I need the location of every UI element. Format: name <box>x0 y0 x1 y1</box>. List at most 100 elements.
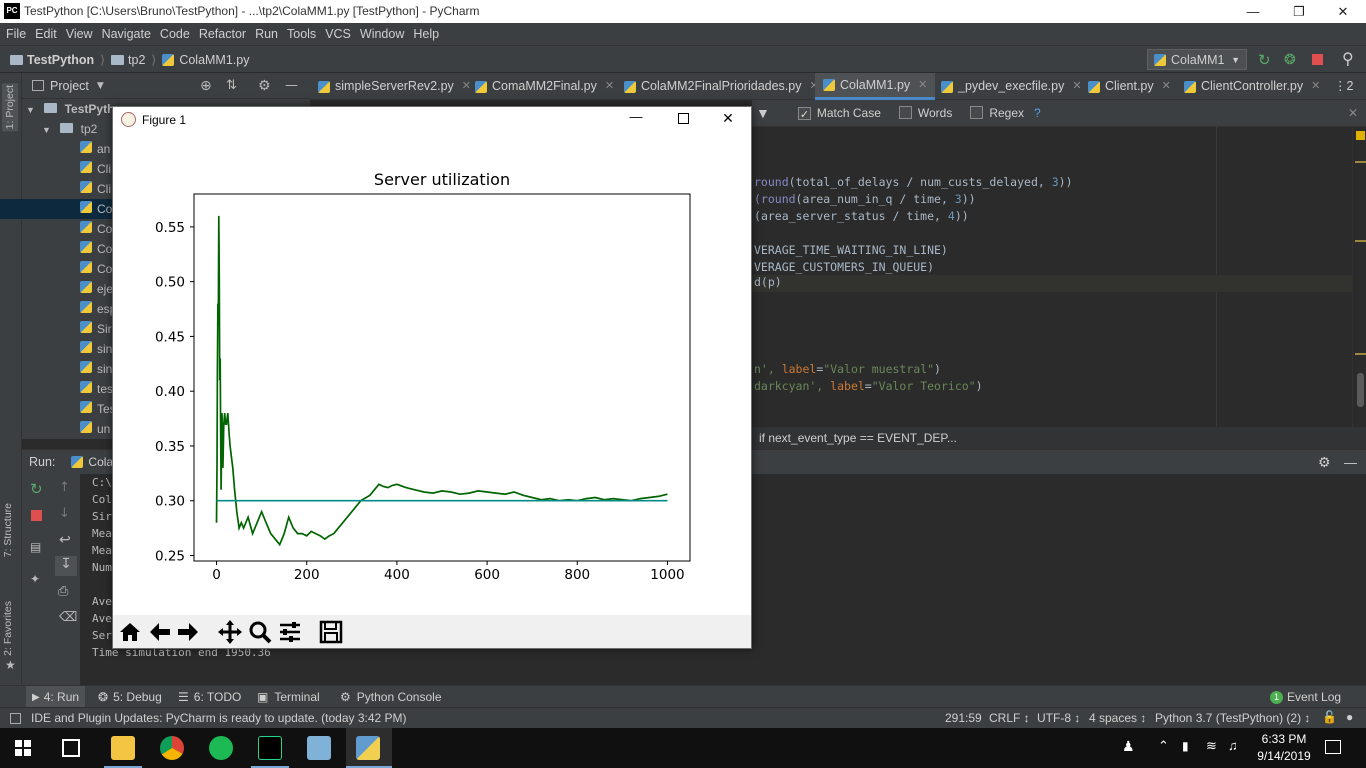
menu-run[interactable]: Run <box>255 27 278 41</box>
menu-file[interactable]: File <box>6 27 27 41</box>
tab-ComaMM2Final[interactable]: ComaMM2Final.py ✕ <box>467 73 622 100</box>
menu-window[interactable]: Window <box>359 27 405 41</box>
figure-close-button[interactable]: ✕ <box>722 110 734 126</box>
editor-marker-stripe[interactable] <box>1352 127 1366 427</box>
clock-time[interactable]: 6:33 PM <box>1261 732 1307 746</box>
menu-help[interactable]: Help <box>413 27 440 41</box>
soft-wrap-icon[interactable]: ↩ <box>59 532 71 548</box>
lock-icon[interactable]: 🔓 <box>1322 710 1337 724</box>
panel-toggle-icon[interactable] <box>10 712 21 724</box>
match-case-checkbox[interactable] <box>797 107 811 120</box>
scroll-to-end-icon[interactable]: ↧ <box>55 556 77 576</box>
regex-help-link[interactable]: ? <box>1034 106 1041 120</box>
menu-vcs[interactable]: VCS <box>325 27 351 41</box>
hide-panel-icon[interactable]: — <box>285 78 298 93</box>
tree-file-item[interactable]: eje <box>80 279 113 299</box>
tab-ClientController[interactable]: ClientController.py ✕ <box>1176 73 1328 100</box>
tab-simpleServerRev2[interactable]: simpleServerRev2.py ✕ <box>310 73 479 100</box>
chevron-down-icon[interactable]: ▼ <box>96 80 104 91</box>
python-figure-taskbar-icon[interactable] <box>356 736 380 760</box>
tab-debug[interactable]: ❂ 5: Debug <box>98 686 162 708</box>
menu-refactor[interactable]: Refactor <box>198 27 247 41</box>
figure-minimize-button[interactable]: — <box>629 109 643 124</box>
save-icon[interactable] <box>318 619 344 645</box>
search-icon[interactable]: ⚲ <box>1342 51 1354 68</box>
interpreter-setting[interactable]: Python 3.7 (TestPython) (2) ↕ <box>1155 711 1311 725</box>
menu-tools[interactable]: Tools <box>287 27 317 41</box>
status-message[interactable]: IDE and Plugin Updates: PyCharm is ready… <box>31 711 407 725</box>
inspector-icon[interactable]: ● <box>1346 710 1354 724</box>
close-tab-icon[interactable]: ✕ <box>604 80 615 92</box>
tree-file-item[interactable]: Co <box>80 219 112 239</box>
menu-code[interactable]: Code <box>159 27 190 41</box>
configure-icon[interactable] <box>277 619 303 645</box>
figure-canvas[interactable]: Server utilization 0 200 400 600 800 1000 0.25 0… <box>113 133 751 615</box>
run-config-tab[interactable]: Cola <box>88 455 114 469</box>
tree-file-item[interactable]: un <box>80 419 110 439</box>
tree-file-item[interactable]: Cli <box>80 159 111 179</box>
clock-date[interactable]: 9/14/2019 <box>1257 749 1311 763</box>
people-icon[interactable]: ♟ <box>1122 738 1135 754</box>
structure-tool-tab[interactable]: 7: Structure <box>2 503 14 558</box>
tab-terminal[interactable]: ▣ Terminal <box>257 686 320 708</box>
minimize-button[interactable]: — <box>1246 4 1260 19</box>
tab-ColaMM2FinalPrioridades[interactable]: ColaMM2FinalPrioridades.py ✕ <box>616 73 827 100</box>
pan-icon[interactable] <box>217 619 243 645</box>
project-view-label[interactable]: Project <box>50 78 89 93</box>
arrow-up-icon[interactable]: ↑ <box>59 480 70 495</box>
app-icon[interactable] <box>307 736 331 760</box>
breadcrumb-project[interactable]: TestPython <box>27 52 95 67</box>
close-window-button[interactable]: ✕ <box>1337 4 1349 19</box>
battery-icon[interactable]: ▮ <box>1182 739 1189 753</box>
close-find-icon[interactable]: ✕ <box>1348 106 1359 120</box>
chrome-icon[interactable] <box>160 736 184 760</box>
arrow-down-icon[interactable]: ↓ <box>59 506 70 521</box>
tabs-overflow-button[interactable]: ⋮2 <box>1334 79 1354 93</box>
back-icon[interactable] <box>147 619 173 645</box>
hide-panel-icon[interactable]: — <box>1344 454 1357 470</box>
gear-icon[interactable]: ⚙ <box>1318 453 1331 470</box>
notifications-icon[interactable] <box>1325 740 1341 754</box>
favorites-tool-tab[interactable]: 2: Favorites <box>2 601 14 656</box>
tab-run[interactable]: ▶ 4: Run <box>26 686 86 708</box>
editor-scrollbar-thumb[interactable] <box>1357 373 1364 407</box>
breadcrumb-folder[interactable]: tp2 <box>128 52 146 67</box>
debug-bug-icon[interactable]: ❂ <box>1284 51 1296 67</box>
close-tab-icon[interactable]: ✕ <box>1072 80 1082 92</box>
task-view-icon[interactable] <box>62 739 80 757</box>
tree-file-item[interactable]: Co <box>80 239 112 259</box>
pin-icon[interactable]: ✦ <box>30 572 41 586</box>
close-tab-icon[interactable]: ✕ <box>809 73 818 100</box>
editor-breadcrumb-item[interactable]: if next_event_type == EVENT_DEP... <box>759 431 957 445</box>
tab-python-console[interactable]: ⚙ Python Console <box>340 686 442 708</box>
tab-pydev-execfile[interactable]: _pydev_execfile.py ✕ <box>933 73 1090 100</box>
layout-icon[interactable]: ▤ <box>30 540 42 554</box>
collapse-all-icon[interactable]: ⇅ <box>226 78 237 93</box>
figure-maximize-button[interactable] <box>678 113 689 124</box>
wifi-icon[interactable]: ≋ <box>1206 738 1217 753</box>
tree-file-item[interactable]: tes <box>80 379 113 399</box>
file-encoding[interactable]: UTF-8 ↕ <box>1037 711 1081 725</box>
event-log-button[interactable]: 1 Event Log <box>1270 686 1341 708</box>
tree-file-item[interactable]: an <box>80 139 110 159</box>
file-explorer-icon[interactable] <box>111 736 135 760</box>
menu-edit[interactable]: Edit <box>35 27 57 41</box>
pycharm-taskbar-icon[interactable] <box>258 736 282 760</box>
tree-file-item[interactable]: sin <box>80 339 112 359</box>
zoom-icon[interactable] <box>247 619 273 645</box>
restore-button[interactable]: ❐ <box>1293 4 1305 19</box>
tab-todo[interactable]: ☰ 6: TODO <box>178 686 241 708</box>
cursor-position[interactable]: 291:59 <box>945 711 982 725</box>
tree-root[interactable]: ▼ TestPyth <box>26 102 115 116</box>
warning-marker[interactable] <box>1356 131 1365 140</box>
tree-folder-tp2[interactable]: ▼ tp2 <box>42 122 98 136</box>
tree-file-item[interactable]: Tes <box>80 399 116 419</box>
tab-Client[interactable]: Client.py ✕ <box>1080 73 1179 100</box>
tab-ColaMM1[interactable]: ColaMM1.py ✕ <box>815 73 936 100</box>
close-tab-icon[interactable]: ✕ <box>1311 80 1321 92</box>
forward-icon[interactable] <box>175 619 201 645</box>
chevron-up-icon[interactable]: ⌃ <box>1158 738 1169 753</box>
code-editor[interactable]: round(total_of_delays / num_custs_delaye… <box>752 127 1366 427</box>
tree-file-item[interactable]: Sir <box>80 319 112 339</box>
regex-checkbox[interactable] <box>970 106 984 119</box>
